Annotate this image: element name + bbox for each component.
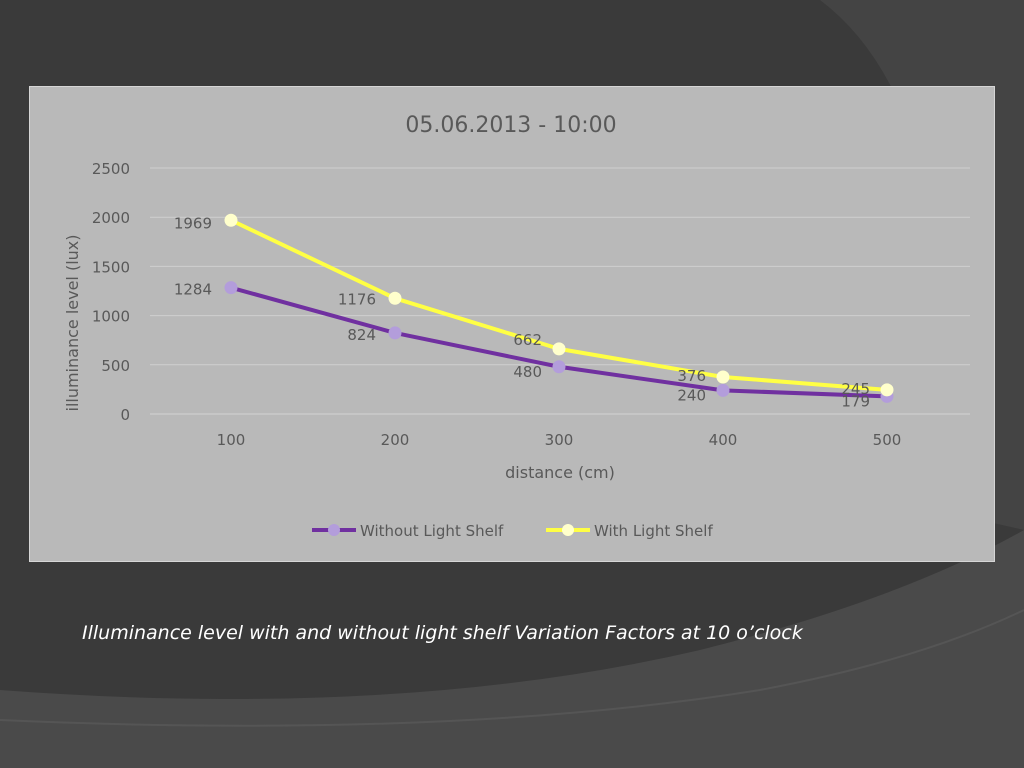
- y-tick-label: 500: [101, 357, 130, 375]
- data-label: 480: [513, 363, 542, 381]
- x-axis-label: distance (cm): [505, 463, 615, 482]
- y-axis-ticks: 0 500 1000 1500 2000 2500: [92, 160, 130, 424]
- legend-marker: [328, 524, 340, 536]
- x-axis-ticks: 100 200 300 400 500: [217, 431, 902, 449]
- data-point: [388, 291, 402, 305]
- x-tick-label: 500: [873, 431, 902, 449]
- line-chart: 05.06.2013 - 10:00 05001000150020002500 …: [63, 113, 970, 540]
- y-axis-label: illuminance level (lux): [63, 235, 82, 412]
- data-point: [388, 326, 402, 340]
- legend-marker: [562, 524, 574, 536]
- gridlines: [150, 167, 970, 415]
- data-point: [224, 213, 238, 227]
- y-tick-label: 2500: [92, 160, 130, 178]
- legend-label: Without Light Shelf: [360, 522, 504, 540]
- data-label: 1284: [174, 281, 212, 299]
- data-label: 1969: [174, 214, 212, 232]
- y-tick-label: 0: [120, 406, 130, 424]
- legend-label: With Light Shelf: [594, 522, 713, 540]
- data-label: 179: [841, 392, 870, 410]
- data-label: 240: [677, 386, 706, 404]
- chart-title: 05.06.2013 - 10:00: [405, 113, 616, 138]
- x-tick-label: 100: [217, 431, 246, 449]
- data-label: 245: [841, 380, 870, 398]
- legend: Without Light Shelf With Light Shelf: [312, 522, 713, 540]
- series-line: [230, 285, 888, 399]
- y-tick-label: 1500: [92, 258, 130, 276]
- data-point: [716, 383, 730, 397]
- data-label: 1176: [338, 290, 376, 308]
- y-tick-label: 2000: [92, 209, 130, 227]
- series-lines: [224, 213, 894, 403]
- data-labels: 1284 824 480 240 179 1969 1176 662 376 245: [174, 214, 870, 410]
- x-tick-label: 300: [545, 431, 574, 449]
- data-label: 376: [677, 367, 706, 385]
- data-point: [716, 370, 730, 384]
- data-point: [880, 383, 894, 397]
- slide-caption: Illuminance level with and without light…: [82, 622, 803, 644]
- y-tick-label: 1000: [92, 308, 130, 326]
- x-tick-label: 400: [709, 431, 738, 449]
- data-point: [224, 281, 238, 295]
- data-label: 824: [347, 326, 376, 344]
- data-point: [552, 342, 566, 356]
- chart-panel: 05.06.2013 - 10:00 0 500 1000 1500 2000 2500 …: [29, 86, 995, 562]
- data-label: 662: [513, 331, 542, 349]
- data-point: [552, 360, 566, 374]
- x-tick-label: 200: [381, 431, 410, 449]
